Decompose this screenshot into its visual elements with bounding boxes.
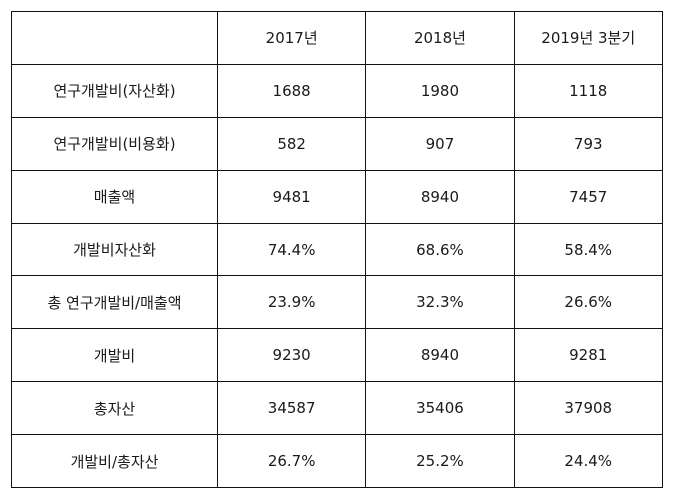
row-label: 연구개발비(자산화) [11, 63, 218, 118]
table-cell: 1980 [365, 63, 515, 118]
table-cell: 1688 [216, 63, 367, 118]
table-cell: 907 [365, 116, 515, 171]
table-header-row: 2017년 2018년 2019년 3분기 [11, 11, 663, 65]
table-cell: 8940 [365, 169, 515, 224]
table-row: 개발비 9230 8940 9281 [11, 328, 663, 383]
row-label: 매출액 [11, 169, 218, 224]
table-cell: 7457 [513, 169, 663, 224]
table-cell: 37908 [513, 381, 663, 436]
table-cell: 74.4% [216, 222, 367, 277]
table-cell: 793 [513, 116, 663, 171]
header-cell-2018: 2018년 [365, 11, 515, 65]
table-cell: 35406 [365, 381, 515, 436]
table-row: 총 연구개발비/매출액 23.9% 32.3% 26.6% [11, 275, 663, 330]
table-cell: 32.3% [365, 275, 515, 330]
table-row: 매출액 9481 8940 7457 [11, 169, 663, 224]
table-row: 총자산 34587 35406 37908 [11, 381, 663, 436]
table-cell: 9481 [216, 169, 367, 224]
table-cell: 68.6% [365, 222, 515, 277]
table-row: 연구개발비(자산화) 1688 1980 1118 [11, 63, 663, 118]
table-cell: 34587 [216, 381, 367, 436]
table-cell: 1118 [513, 63, 663, 118]
table-cell: 8940 [365, 328, 515, 383]
table-cell: 582 [216, 116, 367, 171]
row-label: 총 연구개발비/매출액 [11, 275, 218, 330]
table-cell: 25.2% [365, 434, 515, 489]
row-label: 총자산 [11, 381, 218, 436]
header-cell-empty [11, 11, 218, 65]
table-cell: 9230 [216, 328, 367, 383]
header-cell-2017: 2017년 [216, 11, 367, 65]
row-label: 개발비/총자산 [11, 434, 218, 489]
table-cell: 23.9% [216, 275, 367, 330]
table-row: 개발비자산화 74.4% 68.6% 58.4% [11, 222, 663, 277]
financial-table: 2017년 2018년 2019년 3분기 연구개발비(자산화) 1688 19… [11, 11, 663, 489]
header-cell-2019-q3: 2019년 3분기 [513, 11, 663, 65]
row-label: 개발비자산화 [11, 222, 218, 277]
row-label: 개발비 [11, 328, 218, 383]
table-cell: 26.7% [216, 434, 367, 489]
table-cell: 24.4% [513, 434, 663, 489]
row-label: 연구개발비(비용화) [11, 116, 218, 171]
table-row: 개발비/총자산 26.7% 25.2% 24.4% [11, 434, 663, 489]
table-row: 연구개발비(비용화) 582 907 793 [11, 116, 663, 171]
table-cell: 26.6% [513, 275, 663, 330]
table-cell: 9281 [513, 328, 663, 383]
table-cell: 58.4% [513, 222, 663, 277]
